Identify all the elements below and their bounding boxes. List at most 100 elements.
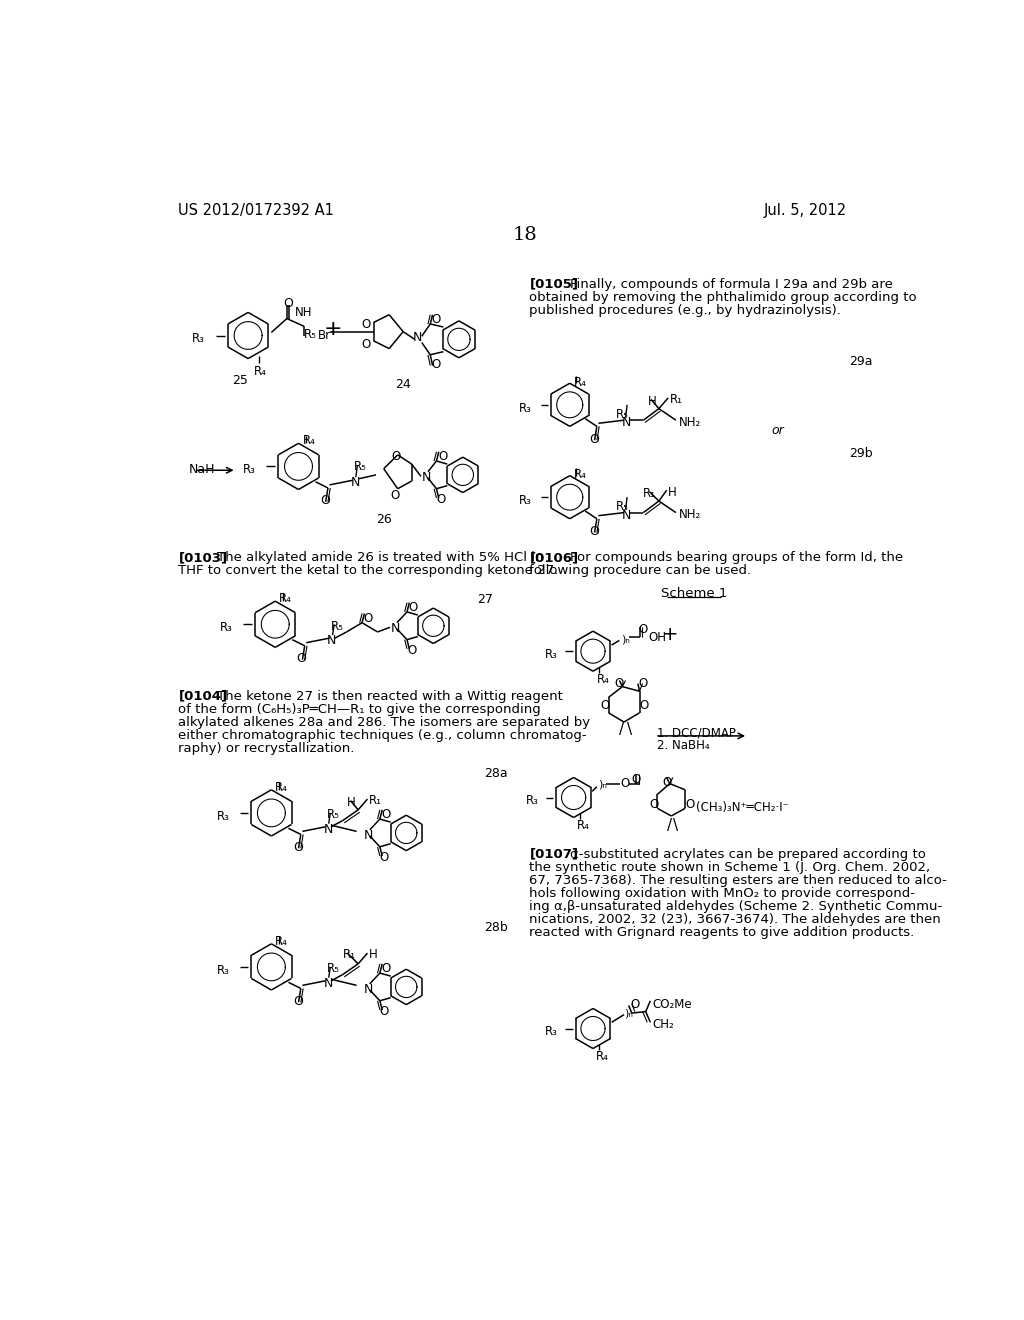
Text: Finally, compounds of formula I 29a and 29b are: Finally, compounds of formula I 29a and … bbox=[569, 277, 893, 290]
Text: NH₂: NH₂ bbox=[679, 416, 701, 429]
Text: O: O bbox=[438, 450, 447, 463]
Text: R₄: R₄ bbox=[254, 364, 267, 378]
Text: R₄: R₄ bbox=[597, 673, 609, 686]
Text: O: O bbox=[293, 995, 303, 1007]
Text: )ₙ: )ₙ bbox=[624, 1008, 633, 1019]
Text: R₅: R₅ bbox=[304, 327, 316, 341]
Text: the synthetic route shown in Scheme 1 (J. Org. Chem. 2002,: the synthetic route shown in Scheme 1 (J… bbox=[529, 861, 931, 874]
Text: O: O bbox=[381, 808, 391, 821]
Text: R₄: R₄ bbox=[302, 434, 315, 447]
Text: R₄: R₄ bbox=[573, 469, 587, 480]
Text: of the form (C₆H₅)₃P═CH—R₁ to give the corresponding: of the form (C₆H₅)₃P═CH—R₁ to give the c… bbox=[178, 702, 541, 715]
Text: ing α,β-unsaturated aldehydes (Scheme 2. Synthetic Commu-: ing α,β-unsaturated aldehydes (Scheme 2.… bbox=[529, 900, 943, 913]
Text: O: O bbox=[361, 338, 371, 351]
Text: or: or bbox=[771, 424, 784, 437]
Text: α-substituted acrylates can be prepared according to: α-substituted acrylates can be prepared … bbox=[569, 847, 926, 861]
Text: [0104]: [0104] bbox=[178, 689, 227, 702]
Text: Br: Br bbox=[317, 329, 331, 342]
Text: \: \ bbox=[627, 722, 632, 737]
Text: R₄: R₄ bbox=[275, 780, 288, 793]
Text: 67, 7365-7368). The resulting esters are then reduced to alco-: 67, 7365-7368). The resulting esters are… bbox=[529, 874, 947, 887]
Text: N: N bbox=[622, 416, 631, 429]
Text: Jul. 5, 2012: Jul. 5, 2012 bbox=[764, 203, 847, 218]
Text: (CH₃)₃N⁺═CH₂·I⁻: (CH₃)₃N⁺═CH₂·I⁻ bbox=[696, 800, 788, 813]
Text: O: O bbox=[390, 488, 399, 502]
Text: O: O bbox=[361, 318, 371, 331]
Text: R₄: R₄ bbox=[573, 376, 587, 388]
Text: O: O bbox=[319, 494, 330, 507]
Text: N: N bbox=[364, 983, 373, 997]
Text: OH: OH bbox=[649, 631, 667, 644]
Text: hols following oxidation with MnO₂ to provide correspond-: hols following oxidation with MnO₂ to pr… bbox=[529, 887, 915, 900]
Text: O: O bbox=[621, 777, 630, 791]
Text: O: O bbox=[283, 297, 293, 310]
Text: [0105]: [0105] bbox=[529, 277, 579, 290]
Text: reacted with Grignard reagents to give addition products.: reacted with Grignard reagents to give a… bbox=[529, 927, 914, 939]
Text: H: H bbox=[669, 486, 677, 499]
Text: O: O bbox=[293, 841, 303, 854]
Text: R₄: R₄ bbox=[596, 1051, 609, 1063]
Text: O: O bbox=[638, 677, 647, 690]
Text: R₃: R₃ bbox=[545, 648, 558, 661]
Text: O: O bbox=[640, 700, 649, 711]
Text: R₃: R₃ bbox=[217, 964, 230, 977]
Text: N: N bbox=[364, 829, 373, 842]
Text: O: O bbox=[380, 1006, 389, 1019]
Text: The alkylated amide 26 is treated with 5% HCl in: The alkylated amide 26 is treated with 5… bbox=[217, 552, 544, 564]
Text: R₄: R₄ bbox=[280, 591, 292, 605]
Text: R₃: R₃ bbox=[217, 810, 230, 822]
Text: )ₙ: )ₙ bbox=[598, 779, 607, 789]
Text: R₃: R₃ bbox=[545, 1026, 558, 1039]
Text: N: N bbox=[413, 331, 422, 345]
Text: O: O bbox=[685, 797, 694, 810]
Text: O: O bbox=[409, 601, 418, 614]
Text: O: O bbox=[381, 962, 391, 975]
Text: R₅: R₅ bbox=[354, 461, 368, 474]
Text: R₁: R₁ bbox=[643, 487, 656, 500]
Text: H: H bbox=[347, 796, 356, 809]
Text: O: O bbox=[432, 358, 441, 371]
Text: NH₂: NH₂ bbox=[679, 508, 701, 521]
Text: O: O bbox=[432, 313, 441, 326]
Text: NaH: NaH bbox=[188, 462, 215, 475]
Text: O: O bbox=[662, 776, 672, 789]
Text: O: O bbox=[364, 612, 373, 624]
Text: 26: 26 bbox=[376, 512, 391, 525]
Text: N: N bbox=[350, 477, 359, 490]
Text: /: / bbox=[620, 722, 625, 737]
Text: R₁: R₁ bbox=[343, 948, 355, 961]
Text: alkylated alkenes 28a and 286. The isomers are separated by: alkylated alkenes 28a and 286. The isome… bbox=[178, 715, 591, 729]
Text: following procedure can be used.: following procedure can be used. bbox=[529, 564, 752, 577]
Text: N: N bbox=[328, 635, 337, 647]
Text: R₅: R₅ bbox=[328, 962, 340, 975]
Text: R₃: R₃ bbox=[519, 494, 532, 507]
Text: 27: 27 bbox=[477, 594, 493, 606]
Text: obtained by removing the phthalimido group according to: obtained by removing the phthalimido gro… bbox=[529, 290, 918, 304]
Text: O: O bbox=[391, 450, 400, 463]
Text: For compounds bearing groups of the form Id, the: For compounds bearing groups of the form… bbox=[569, 552, 903, 564]
Text: 29a: 29a bbox=[849, 355, 872, 368]
Text: US 2012/0172392 A1: US 2012/0172392 A1 bbox=[178, 203, 334, 218]
Text: R₁: R₁ bbox=[670, 393, 683, 407]
Text: R₄: R₄ bbox=[577, 818, 590, 832]
Text: nications, 2002, 32 (23), 3667-3674). The aldehydes are then: nications, 2002, 32 (23), 3667-3674). Th… bbox=[529, 913, 941, 927]
Text: O: O bbox=[407, 644, 416, 657]
Text: R₅: R₅ bbox=[615, 500, 629, 513]
Text: \: \ bbox=[673, 817, 678, 833]
Text: /: / bbox=[667, 817, 672, 833]
Text: )ₙ: )ₙ bbox=[621, 635, 630, 644]
Text: R₃: R₃ bbox=[193, 333, 205, 346]
Text: H: H bbox=[369, 948, 378, 961]
Text: either chromatographic techniques (e.g., column chromatog-: either chromatographic techniques (e.g.,… bbox=[178, 729, 587, 742]
Text: N: N bbox=[391, 622, 400, 635]
Text: 28a: 28a bbox=[484, 767, 508, 780]
Text: [0103]: [0103] bbox=[178, 552, 227, 564]
Text: NH: NH bbox=[295, 306, 312, 319]
Text: CH₂: CH₂ bbox=[652, 1018, 674, 1031]
Text: O: O bbox=[601, 700, 610, 711]
Text: R₅: R₅ bbox=[328, 808, 340, 821]
Text: published procedures (e.g., by hydrazinolysis).: published procedures (e.g., by hydrazino… bbox=[529, 304, 842, 317]
Text: R₃: R₃ bbox=[219, 622, 232, 634]
Text: 18: 18 bbox=[512, 226, 538, 244]
Text: R₁: R₁ bbox=[369, 795, 382, 808]
